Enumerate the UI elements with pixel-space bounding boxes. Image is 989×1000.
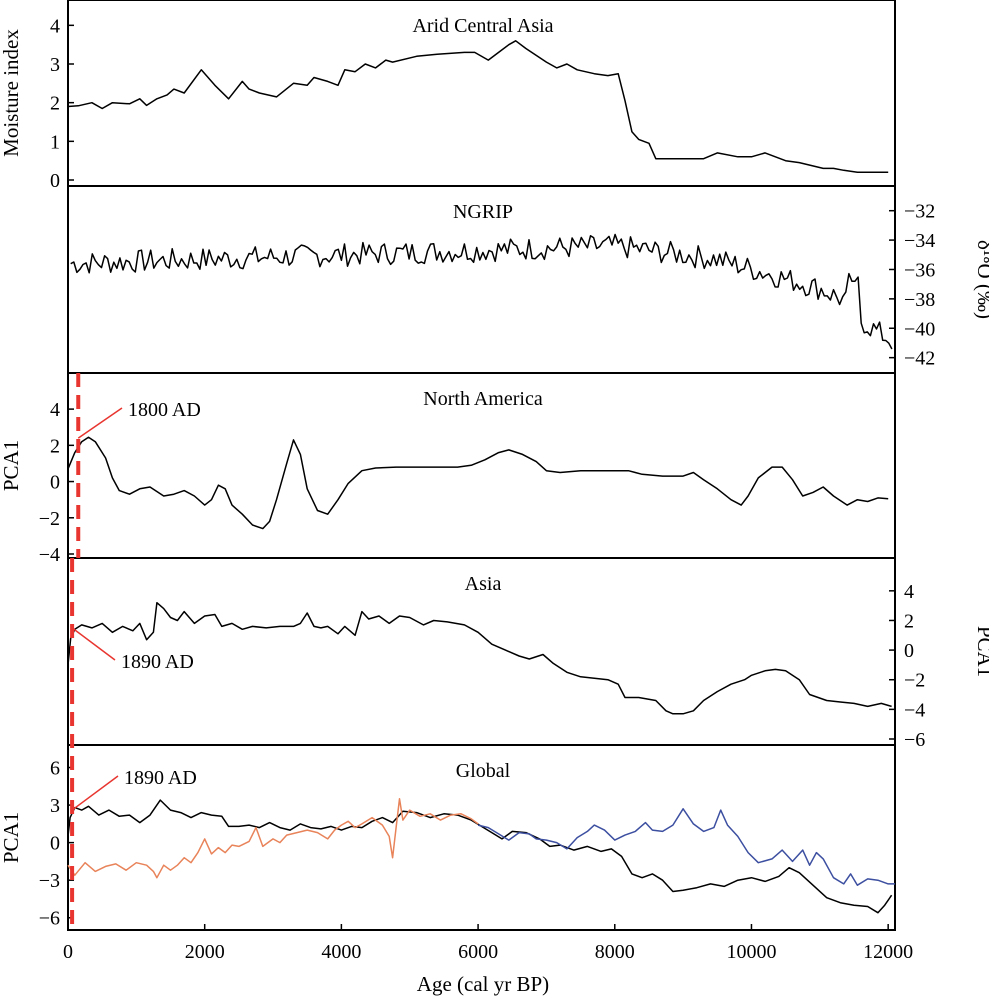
series-line-global-1 — [67, 798, 479, 879]
y-tick-label-asia: 0 — [904, 640, 914, 662]
panel-title-namerica: North America — [423, 388, 543, 410]
panel-frame-global — [67, 744, 896, 931]
y-tick-label-global: −6 — [39, 908, 60, 930]
panel-frames — [67, 0, 896, 931]
ticks-layer: 01234−32−34−36−38−40−42−4−2024420−2−4−66… — [39, 15, 936, 963]
y-tick-label-ngrip: −40 — [904, 318, 935, 340]
x-tick-label: 6000 — [458, 941, 498, 963]
y-tick-label-arid: 2 — [50, 93, 60, 115]
y-tick-label-arid: 1 — [50, 131, 60, 153]
annotation-label-namerica: 1800 AD — [128, 399, 201, 421]
y-tick-label-asia: 2 — [904, 610, 914, 632]
y-tick-label-arid: 3 — [50, 54, 60, 76]
panel-title-ngrip: NGRIP — [453, 201, 513, 223]
annotation-layer: 1800 AD 1890 AD 1890 AD — [70, 373, 201, 930]
series-line-asia-0 — [67, 601, 892, 715]
y-axis-title-arid: Moisture index — [0, 29, 23, 157]
y-tick-label-namerica: 0 — [50, 472, 60, 494]
series-line-global-2 — [477, 808, 895, 886]
y-tick-label-ngrip: −32 — [904, 201, 935, 223]
x-tick-label: 10000 — [726, 941, 776, 963]
series-line-namerica-0 — [67, 436, 889, 530]
y-tick-label-global: 0 — [50, 833, 60, 855]
annotation-line-namerica — [77, 407, 123, 439]
series-layer — [67, 40, 895, 914]
series-line-arid-0 — [67, 40, 889, 174]
y-tick-label-arid: 0 — [50, 170, 60, 192]
y-tick-label-ngrip: −34 — [904, 230, 935, 252]
y-tick-label-namerica: 2 — [50, 435, 60, 457]
x-axis-title: Age (cal yr BP) — [417, 972, 549, 996]
y-axis-title-asia: PCA1 — [973, 626, 989, 677]
y-tick-label-asia: −2 — [904, 670, 925, 692]
x-tick-label: 2000 — [185, 941, 225, 963]
y-axis-title-global: PCA1 — [0, 812, 23, 863]
y-tick-label-ngrip: −38 — [904, 289, 935, 311]
y-tick-label-namerica: −4 — [39, 544, 60, 566]
titles-layer: Moisture index Arid Central Asia δ¹⁸O (‰) N… — [0, 15, 989, 863]
x-tick-label: 8000 — [595, 941, 635, 963]
y-tick-label-asia: −6 — [904, 729, 925, 751]
y-tick-label-ngrip: −36 — [904, 259, 935, 281]
y-axis-title-ngrip: δ¹⁸O (‰) — [973, 240, 989, 319]
x-tick-label: 12000 — [863, 941, 913, 963]
annotation-line-global — [71, 775, 119, 811]
y-tick-label-global: 3 — [50, 795, 60, 817]
panel-title-asia: Asia — [465, 573, 502, 595]
annotation-label-asia: 1890 AD — [121, 651, 194, 673]
y-tick-label-arid: 4 — [50, 15, 60, 37]
y-tick-label-global: 6 — [50, 758, 60, 780]
y-axis-title-namerica: PCA1 — [0, 440, 23, 491]
y-tick-label-namerica: −2 — [39, 508, 60, 530]
annotation-line-asia — [71, 627, 116, 661]
y-tick-label-namerica: 4 — [50, 399, 60, 421]
panel-title-arid: Arid Central Asia — [412, 15, 553, 37]
y-tick-label-asia: −4 — [904, 699, 925, 721]
x-tick-label: 0 — [63, 941, 73, 963]
y-tick-label-ngrip: −42 — [904, 348, 935, 370]
y-tick-label-asia: 4 — [904, 581, 914, 603]
y-tick-label-global: −3 — [39, 870, 60, 892]
series-line-global-0 — [67, 799, 893, 914]
annotation-label-global: 1890 AD — [124, 767, 197, 789]
x-tick-label: 4000 — [321, 941, 361, 963]
panel-title-global: Global — [456, 760, 511, 782]
series-line-ngrip-0 — [70, 233, 893, 350]
